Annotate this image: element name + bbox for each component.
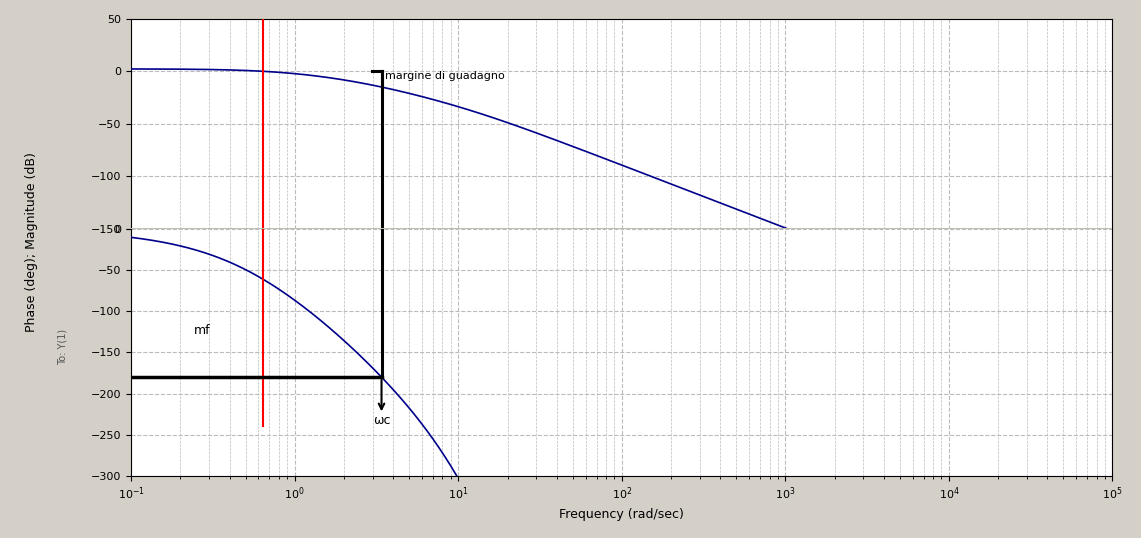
X-axis label: Frequency (rad/sec): Frequency (rad/sec) xyxy=(559,508,685,521)
Text: margine di guadagno: margine di guadagno xyxy=(385,70,504,81)
Text: Phase (deg); Magnitude (dB): Phase (deg); Magnitude (dB) xyxy=(25,152,38,332)
Text: ωc: ωc xyxy=(373,414,390,427)
Text: mf: mf xyxy=(194,324,211,337)
Text: To: Y(1): To: Y(1) xyxy=(58,329,67,365)
